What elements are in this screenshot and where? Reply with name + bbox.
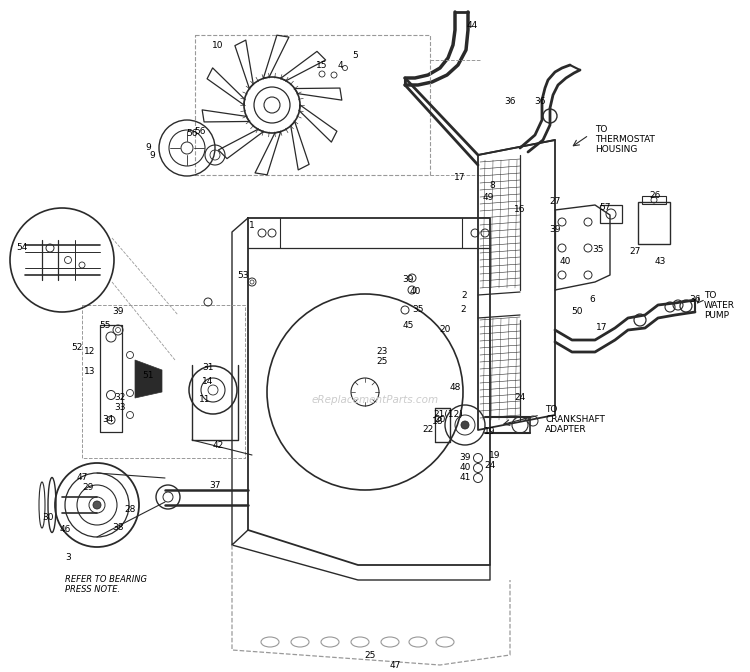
- Text: 30: 30: [42, 513, 54, 523]
- Text: 2: 2: [461, 290, 466, 300]
- Text: CRANKSHAFT: CRANKSHAFT: [545, 415, 604, 425]
- Text: 9: 9: [149, 151, 154, 159]
- Text: 18: 18: [432, 417, 444, 427]
- Text: 56: 56: [194, 128, 206, 136]
- Text: 1: 1: [249, 220, 255, 230]
- Text: 31: 31: [202, 364, 214, 372]
- Text: 39: 39: [459, 454, 471, 462]
- Text: 51: 51: [142, 370, 154, 380]
- Circle shape: [93, 501, 101, 509]
- Text: 27: 27: [629, 247, 640, 257]
- Text: 39: 39: [112, 308, 124, 317]
- Text: 21(12): 21(12): [433, 411, 463, 419]
- Text: 32: 32: [114, 394, 126, 403]
- Text: 56: 56: [186, 128, 198, 138]
- Text: 15: 15: [316, 60, 328, 69]
- Text: 13: 13: [84, 368, 96, 376]
- Text: 26: 26: [650, 190, 661, 200]
- Text: TO: TO: [704, 290, 716, 300]
- Text: WATER: WATER: [704, 300, 735, 310]
- Text: TO: TO: [545, 405, 557, 415]
- Text: 55: 55: [99, 321, 111, 329]
- Text: 36: 36: [504, 97, 516, 106]
- Text: 41: 41: [459, 474, 471, 482]
- Text: 43: 43: [654, 257, 666, 267]
- Text: 28: 28: [124, 505, 136, 515]
- Text: 3: 3: [65, 554, 70, 562]
- Text: 24: 24: [514, 394, 526, 403]
- Text: 52: 52: [71, 343, 82, 353]
- Text: 16: 16: [514, 206, 526, 214]
- Text: 46: 46: [59, 526, 70, 534]
- Text: 23: 23: [376, 347, 388, 357]
- Text: REFER TO BEARING: REFER TO BEARING: [65, 575, 147, 585]
- Text: 36: 36: [534, 97, 546, 106]
- Text: 2: 2: [460, 306, 466, 314]
- Text: 19: 19: [484, 427, 496, 437]
- Text: 42: 42: [212, 441, 223, 450]
- Text: 45: 45: [402, 321, 414, 329]
- Text: 40: 40: [560, 257, 571, 267]
- Text: 34: 34: [102, 415, 114, 425]
- Text: 40: 40: [410, 288, 421, 296]
- Text: HOUSING: HOUSING: [595, 146, 638, 155]
- Text: 44: 44: [466, 21, 478, 30]
- Text: 47: 47: [389, 661, 400, 669]
- Text: 6: 6: [590, 296, 595, 304]
- Text: 17: 17: [596, 323, 608, 333]
- Bar: [642, 196, 666, 204]
- Text: 35: 35: [413, 306, 424, 314]
- Bar: [638, 202, 670, 244]
- Text: 17: 17: [454, 173, 466, 183]
- Text: THERMOSTAT: THERMOSTAT: [595, 136, 655, 144]
- Text: 35: 35: [592, 245, 604, 255]
- Text: 12: 12: [84, 347, 96, 357]
- Text: PRESS NOTE.: PRESS NOTE.: [65, 585, 120, 595]
- Text: 33: 33: [114, 403, 126, 413]
- Text: 22: 22: [422, 425, 433, 435]
- Text: 39: 39: [549, 226, 561, 235]
- Text: 48: 48: [449, 384, 460, 392]
- Text: 5: 5: [352, 50, 358, 60]
- Text: 4: 4: [338, 60, 343, 69]
- Text: 39: 39: [402, 276, 414, 284]
- Text: 49: 49: [482, 194, 494, 202]
- Text: 36: 36: [689, 296, 700, 304]
- Text: 27: 27: [549, 198, 561, 206]
- Text: 47: 47: [76, 474, 88, 482]
- Text: 25: 25: [376, 358, 388, 366]
- Circle shape: [461, 421, 469, 429]
- Text: 14: 14: [202, 378, 214, 386]
- Text: 11: 11: [200, 396, 211, 405]
- Text: 57: 57: [599, 204, 610, 212]
- Text: 54: 54: [16, 243, 28, 253]
- Text: 19: 19: [489, 450, 501, 460]
- Text: 38: 38: [112, 523, 124, 532]
- Text: TO: TO: [595, 126, 608, 134]
- Text: 40: 40: [459, 464, 471, 472]
- Text: PUMP: PUMP: [704, 310, 729, 319]
- Text: 37: 37: [209, 480, 220, 489]
- Polygon shape: [135, 360, 162, 398]
- Text: 20: 20: [440, 325, 451, 335]
- Text: 10: 10: [212, 40, 223, 50]
- Text: 53: 53: [237, 271, 249, 280]
- Text: 25: 25: [364, 650, 376, 659]
- Text: 9: 9: [146, 144, 151, 153]
- Text: eReplacementParts.com: eReplacementParts.com: [311, 395, 439, 405]
- Text: 20: 20: [434, 415, 445, 425]
- Text: 29: 29: [82, 482, 94, 491]
- Bar: [600, 205, 622, 223]
- Text: ADAPTER: ADAPTER: [545, 425, 586, 435]
- Text: 24: 24: [484, 460, 496, 470]
- Text: 8: 8: [489, 181, 495, 190]
- Text: 50: 50: [572, 308, 583, 317]
